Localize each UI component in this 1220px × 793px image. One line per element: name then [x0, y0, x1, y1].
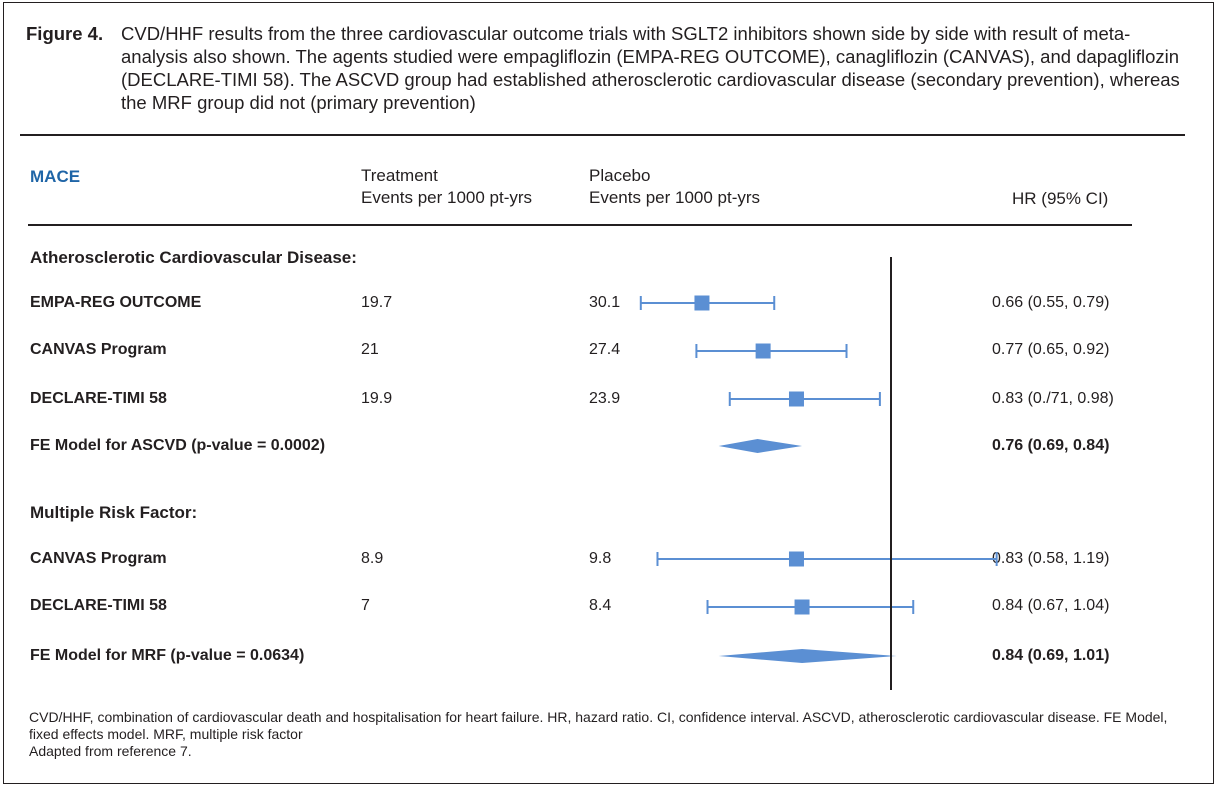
- caption-divider: [20, 134, 1185, 136]
- header-hr: HR (95% CI): [1012, 189, 1109, 208]
- header-placebo-line1: Placebo: [589, 166, 651, 185]
- section-mrf: Multiple Risk Factor:: [30, 503, 198, 522]
- hr-point-2: [788, 391, 804, 407]
- row-hr-canvas-ascvd: 0.77 (0.65, 0.92): [992, 341, 1110, 358]
- row-treatment-declare-mrf: 7: [361, 597, 370, 614]
- hr-point-4: [788, 551, 804, 567]
- row-placebo-canvas-ascvd: 27.4: [589, 341, 621, 358]
- row-treatment-canvas-ascvd: 21: [361, 341, 379, 358]
- row-hr-empa-reg: 0.66 (0.55, 0.79): [992, 294, 1110, 311]
- summary-diamond-6: [718, 649, 897, 663]
- row-placebo-canvas-mrf: 9.8: [589, 550, 612, 567]
- row-treatment-declare-ascvd: 19.9: [361, 390, 393, 407]
- row-treatment-empa-reg: 19.7: [361, 294, 393, 311]
- hr-point-0: [694, 295, 710, 311]
- row-name-empa-reg: EMPA-REG OUTCOME: [30, 294, 202, 311]
- header-mace: MACE: [30, 167, 81, 186]
- summary-diamond-3: [718, 439, 803, 453]
- row-name-fe-ascvd: FE Model for ASCVD (p-value = 0.0002): [30, 437, 326, 454]
- row-placebo-empa-reg: 30.1: [589, 294, 621, 311]
- row-name-canvas-ascvd: CANVAS Program: [30, 341, 167, 358]
- footnote: CVD/HHF, combination of cardiovascular d…: [29, 709, 1189, 760]
- row-treatment-canvas-mrf: 8.9: [361, 550, 384, 567]
- footnote-source: Adapted from reference 7.: [29, 743, 192, 759]
- row-hr-fe-mrf: 0.84 (0.69, 1.01): [992, 647, 1110, 664]
- hr-point-1: [755, 343, 771, 359]
- header-divider: [28, 224, 1132, 226]
- row-hr-fe-ascvd: 0.76 (0.69, 0.84): [992, 437, 1110, 454]
- header-treatment-line1: Treatment: [361, 166, 438, 185]
- header-placebo: Placebo Events per 1000 pt-yrs: [589, 165, 760, 209]
- row-hr-canvas-mrf: 0.83 (0.58, 1.19): [992, 550, 1110, 567]
- figure-caption-text: CVD/HHF results from the three cardiovas…: [121, 23, 1180, 113]
- row-hr-declare-mrf: 0.84 (0.67, 1.04): [992, 597, 1110, 614]
- row-name-declare-ascvd: DECLARE-TIMI 58: [30, 390, 167, 407]
- row-placebo-declare-mrf: 8.4: [589, 597, 612, 614]
- row-placebo-declare-ascvd: 23.9: [589, 390, 621, 407]
- header-treatment: Treatment Events per 1000 pt-yrs: [361, 165, 532, 209]
- section-ascvd: Atherosclerotic Cardiovascular Disease:: [30, 248, 357, 267]
- header-treatment-line2: Events per 1000 pt-yrs: [361, 188, 533, 207]
- row-name-canvas-mrf: CANVAS Program: [30, 550, 167, 567]
- header-placebo-line2: Events per 1000 pt-yrs: [589, 188, 761, 207]
- row-name-fe-mrf: FE Model for MRF (p-value = 0.0634): [30, 647, 305, 664]
- figure-frame: [3, 2, 1214, 784]
- row-name-declare-mrf: DECLARE-TIMI 58: [30, 597, 167, 614]
- row-hr-declare-ascvd: 0.83 (0./71, 0.98): [992, 390, 1114, 407]
- hr-point-5: [794, 599, 810, 615]
- figure-label: Figure 4.: [26, 23, 104, 44]
- footnote-abbreviations: CVD/HHF, combination of cardiovascular d…: [29, 709, 1168, 742]
